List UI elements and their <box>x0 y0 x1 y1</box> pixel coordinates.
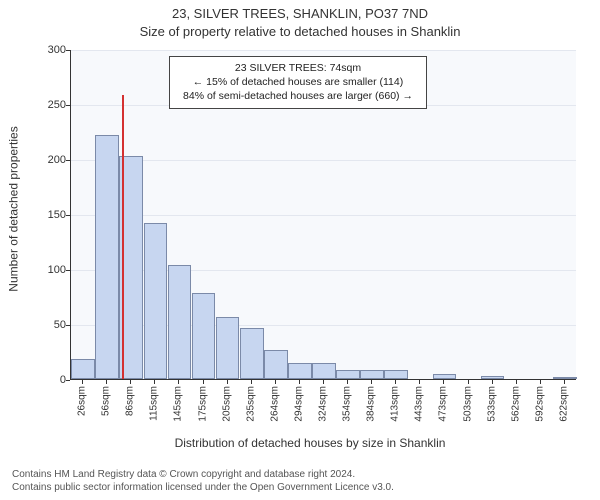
histogram-bar <box>264 350 288 379</box>
x-tick-label: 175sqm <box>197 386 208 422</box>
y-tick-mark <box>66 270 70 271</box>
y-axis-label: Number of detached properties <box>6 44 22 374</box>
x-tick-mark <box>275 380 276 384</box>
annotation-line: ← 15% of detached houses are smaller (11… <box>178 75 418 89</box>
x-tick-mark <box>82 380 83 384</box>
x-tick-label: 264sqm <box>269 386 280 422</box>
histogram-bar <box>481 376 505 379</box>
x-tick-mark <box>468 380 469 384</box>
x-tick-label: 443sqm <box>414 386 425 422</box>
x-tick-label: 145sqm <box>173 386 184 422</box>
x-tick-label: 324sqm <box>318 386 329 422</box>
page: 23, SILVER TREES, SHANKLIN, PO37 7ND Siz… <box>0 0 600 500</box>
x-tick-label: 622sqm <box>558 386 569 422</box>
footer-line: Contains public sector information licen… <box>12 481 588 494</box>
x-tick-label: 384sqm <box>366 386 377 422</box>
x-tick-mark <box>516 380 517 384</box>
histogram-bar <box>168 265 192 379</box>
footer-line: Contains HM Land Registry data © Crown c… <box>12 468 588 481</box>
x-tick-mark <box>419 380 420 384</box>
histogram-bar <box>433 374 457 380</box>
page-title-address: 23, SILVER TREES, SHANKLIN, PO37 7ND <box>0 6 600 21</box>
annotation-line: 23 SILVER TREES: 74sqm <box>178 61 418 75</box>
x-tick-label: 205sqm <box>221 386 232 422</box>
x-tick-label: 354sqm <box>342 386 353 422</box>
x-tick-mark <box>299 380 300 384</box>
histogram-bar <box>312 363 336 380</box>
plot-area: 23 SILVER TREES: 74sqm ← 15% of detached… <box>70 50 576 380</box>
footer: Contains HM Land Registry data © Crown c… <box>12 468 588 494</box>
grid-line <box>71 215 576 216</box>
x-tick-label: 503sqm <box>462 386 473 422</box>
x-tick-label: 115sqm <box>149 386 160 421</box>
histogram-bar <box>384 370 408 379</box>
histogram-bar <box>288 363 312 380</box>
y-tick-label: 100 <box>32 264 66 276</box>
grid-line <box>71 160 576 161</box>
page-title-desc: Size of property relative to detached ho… <box>0 24 600 39</box>
y-tick-mark <box>66 380 70 381</box>
x-tick-mark <box>227 380 228 384</box>
y-tick-mark <box>66 160 70 161</box>
y-tick-mark <box>66 50 70 51</box>
x-tick-mark <box>203 380 204 384</box>
y-tick-label: 300 <box>32 44 66 56</box>
x-tick-label: 26sqm <box>77 386 88 416</box>
histogram-bar <box>216 317 240 379</box>
x-tick-mark <box>492 380 493 384</box>
histogram-bar <box>95 135 119 379</box>
y-tick-label: 200 <box>32 154 66 166</box>
y-tick-label: 50 <box>32 319 66 331</box>
annotation-box: 23 SILVER TREES: 74sqm ← 15% of detached… <box>169 56 427 109</box>
histogram-bar <box>192 293 216 379</box>
histogram-bar <box>336 370 360 379</box>
x-tick-label: 413sqm <box>390 386 401 422</box>
x-tick-mark <box>395 380 396 384</box>
y-tick-mark <box>66 215 70 216</box>
x-tick-mark <box>106 380 107 384</box>
y-tick-label: 250 <box>32 99 66 111</box>
y-tick-label: 0 <box>32 374 66 386</box>
x-tick-mark <box>564 380 565 384</box>
x-tick-label: 86sqm <box>125 386 136 416</box>
x-tick-mark <box>323 380 324 384</box>
x-tick-label: 592sqm <box>534 386 545 422</box>
x-tick-mark <box>371 380 372 384</box>
x-tick-mark <box>347 380 348 384</box>
chart: 23 SILVER TREES: 74sqm ← 15% of detached… <box>32 44 588 450</box>
x-tick-label: 294sqm <box>293 386 304 422</box>
histogram-bar <box>240 328 264 379</box>
histogram-bar <box>553 377 577 379</box>
x-tick-mark <box>251 380 252 384</box>
x-tick-mark <box>178 380 179 384</box>
x-tick-mark <box>130 380 131 384</box>
y-tick-mark <box>66 105 70 106</box>
x-tick-label: 562sqm <box>510 386 521 422</box>
x-axis-label: Distribution of detached houses by size … <box>32 436 588 450</box>
y-tick-label: 150 <box>32 209 66 221</box>
histogram-bar <box>71 359 95 379</box>
annotation-line: 84% of semi-detached houses are larger (… <box>178 89 418 103</box>
y-axis-label-text: Number of detached properties <box>7 126 21 291</box>
x-tick-mark <box>154 380 155 384</box>
histogram-bar <box>144 223 168 379</box>
y-tick-mark <box>66 325 70 326</box>
reference-line <box>122 95 124 379</box>
x-tick-label: 473sqm <box>438 386 449 422</box>
histogram-bar <box>360 370 384 379</box>
x-tick-label: 235sqm <box>245 386 256 422</box>
x-tick-label: 533sqm <box>486 386 497 422</box>
x-tick-label: 56sqm <box>101 386 112 416</box>
grid-line <box>71 50 576 51</box>
x-tick-mark <box>443 380 444 384</box>
x-tick-mark <box>540 380 541 384</box>
